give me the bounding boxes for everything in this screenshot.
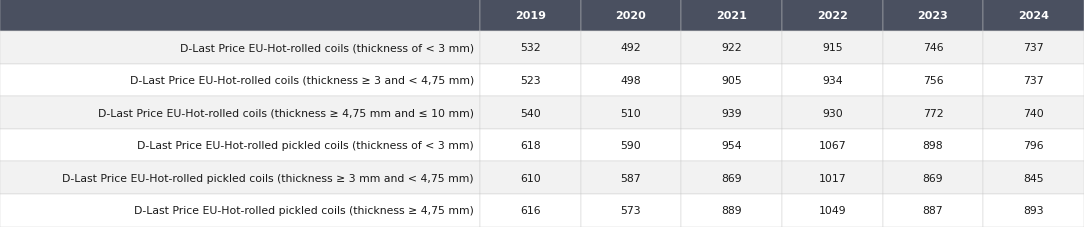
Bar — [0, 0, 480, 32]
Text: D-Last Price EU-Hot-rolled coils (thickness of < 3 mm): D-Last Price EU-Hot-rolled coils (thickn… — [180, 43, 474, 53]
Bar — [480, 162, 581, 194]
Text: 590: 590 — [621, 141, 642, 151]
Bar — [682, 97, 782, 129]
Bar — [581, 32, 682, 64]
Text: 1049: 1049 — [818, 205, 847, 215]
Bar — [0, 162, 480, 194]
Text: 772: 772 — [922, 108, 943, 118]
Bar — [581, 64, 682, 97]
Text: 540: 540 — [520, 108, 541, 118]
Bar — [480, 32, 581, 64]
Text: 2023: 2023 — [918, 11, 948, 21]
Text: 740: 740 — [1023, 108, 1044, 118]
Text: 737: 737 — [1023, 76, 1044, 86]
Bar — [0, 97, 480, 129]
Bar — [882, 64, 983, 97]
Bar — [782, 0, 882, 32]
Text: 2021: 2021 — [717, 11, 747, 21]
Text: 532: 532 — [520, 43, 541, 53]
Bar — [682, 32, 782, 64]
Text: D-Last Price EU-Hot-rolled pickled coils (thickness ≥ 4,75 mm): D-Last Price EU-Hot-rolled pickled coils… — [134, 205, 474, 215]
Text: 930: 930 — [822, 108, 842, 118]
Bar — [480, 97, 581, 129]
Bar — [682, 0, 782, 32]
Text: 618: 618 — [520, 141, 541, 151]
Bar — [983, 129, 1084, 162]
Bar — [480, 64, 581, 97]
Text: 746: 746 — [922, 43, 943, 53]
Text: 1067: 1067 — [818, 141, 847, 151]
Bar — [983, 32, 1084, 64]
Text: 869: 869 — [721, 173, 741, 183]
Text: 2022: 2022 — [817, 11, 848, 21]
Text: 616: 616 — [520, 205, 541, 215]
Bar — [0, 64, 480, 97]
Bar — [682, 162, 782, 194]
Bar — [882, 162, 983, 194]
Text: 934: 934 — [822, 76, 842, 86]
Bar — [480, 194, 581, 227]
Bar — [983, 0, 1084, 32]
Text: 2024: 2024 — [1018, 11, 1049, 21]
Text: 523: 523 — [520, 76, 541, 86]
Bar — [0, 32, 480, 64]
Bar — [581, 129, 682, 162]
Text: 893: 893 — [1023, 205, 1044, 215]
Bar — [882, 97, 983, 129]
Bar — [581, 0, 682, 32]
Text: 922: 922 — [721, 43, 741, 53]
Text: D-Last Price EU-Hot-rolled pickled coils (thickness ≥ 3 mm and < 4,75 mm): D-Last Price EU-Hot-rolled pickled coils… — [63, 173, 474, 183]
Text: 796: 796 — [1023, 141, 1044, 151]
Text: 2019: 2019 — [515, 11, 546, 21]
Text: 610: 610 — [520, 173, 541, 183]
Text: 492: 492 — [621, 43, 642, 53]
Bar — [983, 194, 1084, 227]
Text: 498: 498 — [621, 76, 642, 86]
Bar — [0, 194, 480, 227]
Text: 587: 587 — [621, 173, 642, 183]
Text: 737: 737 — [1023, 43, 1044, 53]
Text: 887: 887 — [922, 205, 943, 215]
Bar — [682, 64, 782, 97]
Bar — [983, 97, 1084, 129]
Bar — [782, 64, 882, 97]
Bar — [682, 194, 782, 227]
Bar — [682, 129, 782, 162]
Text: 510: 510 — [621, 108, 642, 118]
Bar — [581, 97, 682, 129]
Text: 915: 915 — [822, 43, 842, 53]
Bar — [782, 194, 882, 227]
Bar — [882, 0, 983, 32]
Bar — [882, 194, 983, 227]
Bar — [581, 194, 682, 227]
Bar — [581, 162, 682, 194]
Text: 898: 898 — [922, 141, 943, 151]
Bar — [782, 129, 882, 162]
Text: 845: 845 — [1023, 173, 1044, 183]
Bar — [0, 129, 480, 162]
Bar — [782, 97, 882, 129]
Text: D-Last Price EU-Hot-rolled coils (thickness ≥ 4,75 mm and ≤ 10 mm): D-Last Price EU-Hot-rolled coils (thickn… — [98, 108, 474, 118]
Bar — [782, 32, 882, 64]
Bar — [882, 129, 983, 162]
Text: 869: 869 — [922, 173, 943, 183]
Text: 573: 573 — [621, 205, 642, 215]
Text: D-Last Price EU-Hot-rolled pickled coils (thickness of < 3 mm): D-Last Price EU-Hot-rolled pickled coils… — [138, 141, 474, 151]
Bar — [782, 162, 882, 194]
Text: 939: 939 — [721, 108, 741, 118]
Bar — [983, 162, 1084, 194]
Text: 756: 756 — [922, 76, 943, 86]
Bar — [480, 0, 581, 32]
Bar — [480, 129, 581, 162]
Text: 889: 889 — [721, 205, 741, 215]
Text: 954: 954 — [721, 141, 741, 151]
Bar — [983, 64, 1084, 97]
Text: D-Last Price EU-Hot-rolled coils (thickness ≥ 3 and < 4,75 mm): D-Last Price EU-Hot-rolled coils (thickn… — [130, 76, 474, 86]
Text: 2020: 2020 — [616, 11, 646, 21]
Text: 905: 905 — [721, 76, 743, 86]
Bar — [882, 32, 983, 64]
Text: 1017: 1017 — [818, 173, 847, 183]
